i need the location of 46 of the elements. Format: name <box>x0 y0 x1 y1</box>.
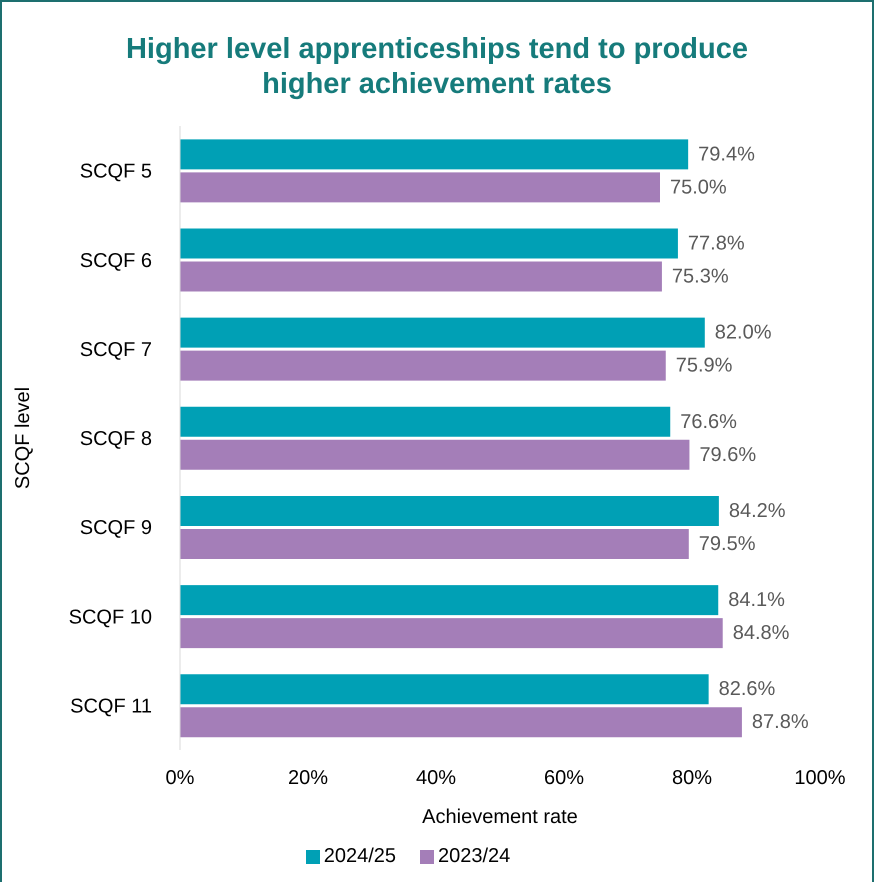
bar <box>180 440 690 470</box>
data-label: 76.6% <box>680 410 738 433</box>
bar <box>180 172 660 202</box>
bar <box>180 318 705 348</box>
data-label: 75.0% <box>670 176 727 198</box>
data-label: 84.1% <box>728 589 786 612</box>
x-tick-label: 100% <box>794 767 846 790</box>
y-tick-label: SCQF 7 <box>80 338 152 361</box>
data-label: 79.5% <box>698 532 756 555</box>
y-tick-label: SCQF 10 <box>68 606 152 628</box>
bar <box>180 139 688 170</box>
data-label: 84.8% <box>732 622 790 644</box>
bar <box>180 707 742 738</box>
x-tick-label: 80% <box>672 767 712 790</box>
data-label: 82.6% <box>718 678 776 700</box>
bar <box>180 228 678 259</box>
x-tick-label: 60% <box>544 767 584 790</box>
data-label: 79.4% <box>698 143 756 166</box>
y-tick-label: SCQF 5 <box>80 160 152 183</box>
bar <box>180 674 709 704</box>
legend-label: 2023/24 <box>438 845 510 867</box>
y-tick-label: SCQF 11 <box>70 696 152 718</box>
x-tick-label: 40% <box>416 767 456 790</box>
x-axis-title: Achievement rate <box>422 806 578 828</box>
bar <box>180 618 723 648</box>
x-tick-label: 20% <box>288 767 328 790</box>
data-label: 75.9% <box>676 354 733 377</box>
y-tick-label: SCQF 8 <box>80 428 152 450</box>
y-tick-label: SCQF 9 <box>80 517 152 540</box>
data-label: 82.0% <box>714 322 772 344</box>
bar <box>180 350 666 381</box>
bar <box>180 585 718 616</box>
data-label: 79.6% <box>699 444 756 466</box>
bar <box>180 496 719 526</box>
legend-label: 2024/25 <box>324 845 396 867</box>
bar <box>180 262 662 292</box>
data-label: 84.2% <box>728 500 786 522</box>
y-tick-label: SCQF 6 <box>80 250 152 272</box>
data-label: 75.3% <box>672 266 729 288</box>
chart-title: Higher level apprenticeships tend to produce higher achievement rates <box>124 32 749 102</box>
bar <box>180 406 670 437</box>
x-tick-label: 0% <box>166 767 195 790</box>
data-label: 77.8% <box>688 232 745 255</box>
bar <box>180 528 689 559</box>
data-label: 87.8% <box>752 711 809 734</box>
y-axis-title: SCQF level <box>12 386 34 490</box>
